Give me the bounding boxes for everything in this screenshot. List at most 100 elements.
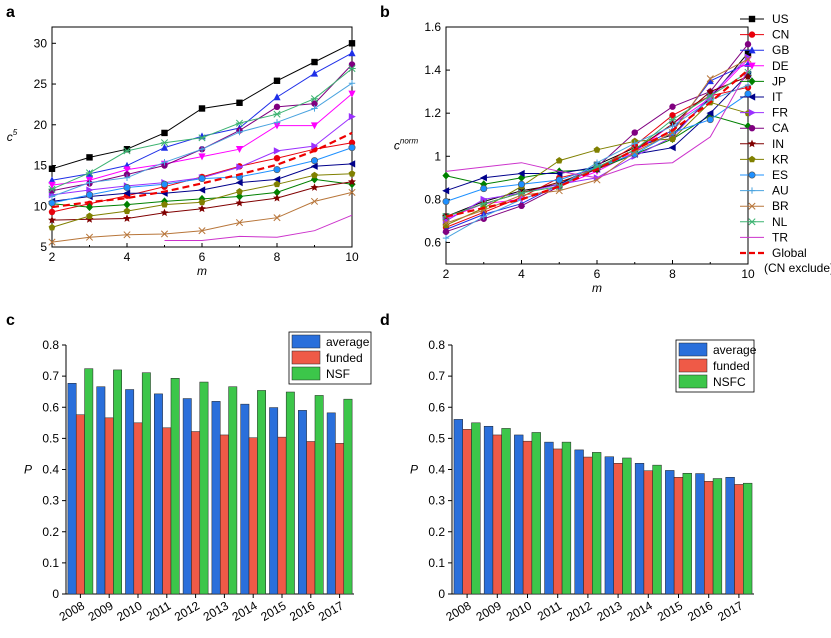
bar-funded-2017 <box>335 443 345 595</box>
bar-nsfc-2011 <box>561 441 572 595</box>
point-es <box>310 157 318 165</box>
bar-nsfc-2014 <box>652 464 662 595</box>
y-axis-label: P <box>410 463 418 477</box>
point-gb <box>310 69 319 77</box>
bar-funded-2010 <box>522 440 533 595</box>
point-es <box>348 144 356 152</box>
bar-nsf-2017 <box>343 398 353 595</box>
point-br <box>160 230 169 238</box>
bar-funded-2012 <box>191 431 201 595</box>
legend-item-us: US <box>740 12 789 26</box>
legend-label: IN <box>772 137 784 151</box>
point-au <box>311 105 318 112</box>
bar-average-2013 <box>211 401 221 595</box>
bar-average-2014 <box>634 463 645 595</box>
x-tick-label-2014: 2014 <box>230 598 260 624</box>
legend-label: FR <box>772 106 788 120</box>
line-nl <box>51 68 353 190</box>
x-tick-label-2011: 2011 <box>144 598 174 623</box>
legend-label-nsfc: NSFC <box>713 375 746 389</box>
point-br <box>668 129 677 137</box>
point-gb <box>160 143 169 151</box>
point-de <box>48 181 56 189</box>
x-tick-label-2016: 2016 <box>287 598 317 624</box>
legend-label-nsf: NSF <box>326 367 350 381</box>
y-tick-label: 0.4 <box>428 463 445 477</box>
legend-swatch-funded <box>678 358 708 373</box>
y-tick-label: 0.8 <box>428 338 445 352</box>
point-es <box>555 176 563 184</box>
y-tick-label: 20 <box>34 118 48 132</box>
legend-marker <box>748 155 756 163</box>
point-au <box>593 159 601 166</box>
y-tick-label: 5 <box>40 240 47 254</box>
x-tick-label: 10 <box>741 267 755 281</box>
series-br <box>48 188 356 246</box>
point-it <box>273 175 281 183</box>
y-tick-label: 0.3 <box>428 494 445 508</box>
y-tick-label: 1 <box>434 149 441 163</box>
bar-funded-2017 <box>734 484 744 595</box>
line-nl <box>445 71 749 218</box>
point-gb <box>706 77 714 85</box>
legend-item-ca: CA <box>740 121 789 135</box>
point-cn <box>273 154 281 162</box>
y-axis-label: P <box>24 463 32 477</box>
point-fr <box>348 113 356 121</box>
bar-average-2016 <box>298 410 307 595</box>
x-tick-label-2012: 2012 <box>564 598 594 624</box>
x-tick-label: 8 <box>274 250 281 264</box>
y-tick-label: 0.8 <box>424 192 441 206</box>
y-tick-label: 1.2 <box>424 106 441 120</box>
legend-label: BR <box>772 199 789 213</box>
bar-average-2008 <box>453 419 463 595</box>
y-tick-label: 0.6 <box>428 400 445 414</box>
series-in <box>442 72 752 220</box>
y-tick-label: 0.7 <box>42 369 59 383</box>
y-axis-label: c5 <box>7 128 18 144</box>
legend-swatch-funded <box>291 350 321 365</box>
point-in <box>744 72 752 80</box>
point-nl <box>310 95 319 103</box>
legend-item-in: IN <box>740 137 784 151</box>
legend-item-cn: CN <box>740 28 789 42</box>
x-tick-label-2011: 2011 <box>535 598 565 623</box>
bar-average-2009 <box>96 386 106 595</box>
legend-label: TR <box>772 230 788 244</box>
legend-item-br: BR <box>740 199 789 213</box>
bar-funded-2015 <box>673 477 684 595</box>
series-global-cn-exclude <box>445 69 749 218</box>
legend-marker <box>748 202 756 210</box>
point-de <box>348 90 356 98</box>
point-es <box>480 185 488 193</box>
point-it <box>706 109 714 117</box>
legend-marker <box>748 171 756 179</box>
point-nl <box>235 119 244 127</box>
y-tick-label: 0 <box>438 587 445 601</box>
point-it <box>479 174 487 182</box>
series-fr <box>442 53 752 225</box>
y-tick-label: 0.1 <box>428 556 445 570</box>
point-us <box>311 58 318 66</box>
x-tick-label: 2 <box>49 250 56 264</box>
point-in <box>123 214 131 222</box>
point-es <box>517 180 525 188</box>
bar-funded-2016 <box>704 481 714 595</box>
point-nl <box>48 185 56 193</box>
point-br <box>706 75 714 83</box>
bar-average-2009 <box>483 425 494 595</box>
point-ca <box>518 202 525 210</box>
point-kr <box>555 156 563 164</box>
bar-average-2014 <box>240 403 250 595</box>
point-ca <box>744 41 752 48</box>
point-nl <box>198 134 206 142</box>
legend: average funded NSFC <box>675 339 757 393</box>
point-es <box>706 116 714 124</box>
point-au <box>631 140 638 147</box>
bar-average-2010 <box>514 434 524 595</box>
point-au <box>744 81 752 89</box>
point-in <box>48 215 56 224</box>
point-ca <box>161 162 168 169</box>
y-tick-label: 0.2 <box>42 525 59 539</box>
point-in <box>348 177 356 186</box>
